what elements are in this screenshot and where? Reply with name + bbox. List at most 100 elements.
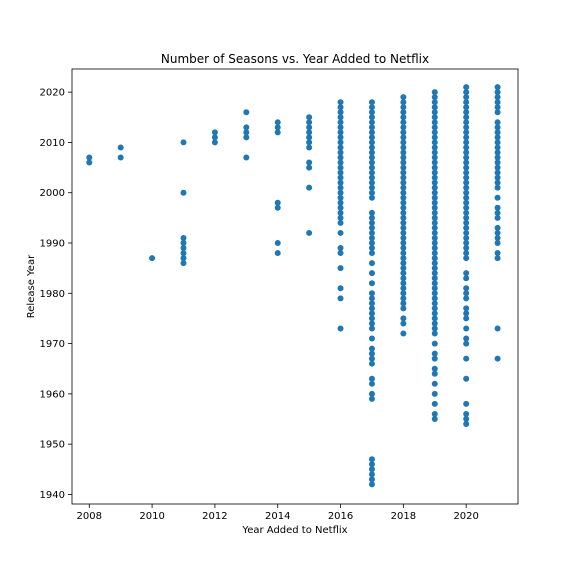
data-point [431, 169, 438, 176]
data-point [368, 184, 375, 191]
data-point [368, 290, 375, 297]
data-point [306, 144, 313, 151]
data-point [337, 154, 344, 161]
data-point [368, 315, 375, 322]
data-point [368, 280, 375, 287]
data-point [337, 139, 344, 146]
data-point [431, 219, 438, 226]
data-point [274, 199, 281, 206]
data-point [368, 476, 375, 483]
data-point [463, 144, 470, 151]
data-point [400, 194, 407, 201]
data-point [400, 229, 407, 236]
data-point [431, 99, 438, 106]
data-point [368, 144, 375, 151]
data-point [463, 124, 470, 131]
data-point [431, 280, 438, 287]
data-point [463, 224, 470, 231]
data-point [463, 169, 470, 176]
data-point [431, 330, 438, 337]
data-point [431, 355, 438, 362]
data-point [117, 154, 124, 161]
data-point [368, 154, 375, 161]
data-point [337, 114, 344, 121]
x-tick-label: 2018 [391, 511, 416, 522]
data-point [463, 109, 470, 116]
x-tick-label: 2020 [453, 511, 478, 522]
data-point [463, 229, 470, 236]
data-point [400, 184, 407, 191]
data-point [368, 375, 375, 382]
data-point [494, 119, 501, 126]
data-point [431, 250, 438, 257]
data-point [463, 84, 470, 91]
data-point [431, 260, 438, 267]
data-point [180, 139, 187, 146]
data-point [431, 234, 438, 241]
data-point [368, 471, 375, 478]
data-point [431, 410, 438, 417]
data-point [494, 194, 501, 201]
data-point [306, 164, 313, 171]
data-point [431, 340, 438, 347]
data-point [337, 119, 344, 126]
data-point [494, 139, 501, 146]
data-point [337, 184, 344, 191]
data-point [149, 255, 156, 262]
data-point [431, 224, 438, 231]
data-point [243, 124, 250, 131]
y-tick-label: 2010 [40, 138, 65, 149]
data-point [243, 134, 250, 141]
data-point [400, 99, 407, 106]
data-point [368, 149, 375, 156]
data-point [400, 305, 407, 312]
data-point [494, 250, 501, 257]
data-point [494, 164, 501, 171]
data-point [494, 99, 501, 106]
data-point [368, 250, 375, 257]
data-point [337, 265, 344, 272]
data-point [463, 416, 470, 423]
data-point [337, 109, 344, 116]
data-point [400, 94, 407, 101]
data-point [431, 305, 438, 312]
data-point [368, 99, 375, 106]
data-point [494, 134, 501, 141]
data-points [86, 84, 501, 488]
x-tick-label: 2010 [139, 511, 164, 522]
data-point [400, 234, 407, 241]
data-point [494, 89, 501, 96]
data-point [431, 179, 438, 186]
data-point [431, 199, 438, 206]
data-point [368, 390, 375, 397]
data-point [368, 345, 375, 352]
data-point [431, 149, 438, 156]
data-point [400, 315, 407, 322]
y-tick-label: 1940 [40, 490, 65, 501]
data-point [243, 129, 250, 136]
data-point [368, 229, 375, 236]
data-point [368, 300, 375, 307]
data-point [243, 109, 250, 116]
data-point [400, 320, 407, 327]
data-point [494, 355, 501, 362]
data-point [368, 270, 375, 277]
x-tick-label: 2012 [202, 511, 227, 522]
data-point [494, 84, 501, 91]
data-point [368, 481, 375, 488]
data-point [431, 245, 438, 252]
data-point [463, 174, 470, 181]
data-point [306, 119, 313, 126]
data-point [86, 154, 93, 161]
data-point [400, 104, 407, 111]
data-point [368, 260, 375, 267]
data-point [400, 224, 407, 231]
data-point [368, 214, 375, 221]
data-point [463, 214, 470, 221]
data-point [463, 184, 470, 191]
data-point [463, 199, 470, 206]
data-point [463, 154, 470, 161]
data-point [463, 340, 470, 347]
data-point [431, 189, 438, 196]
data-point [494, 209, 501, 216]
